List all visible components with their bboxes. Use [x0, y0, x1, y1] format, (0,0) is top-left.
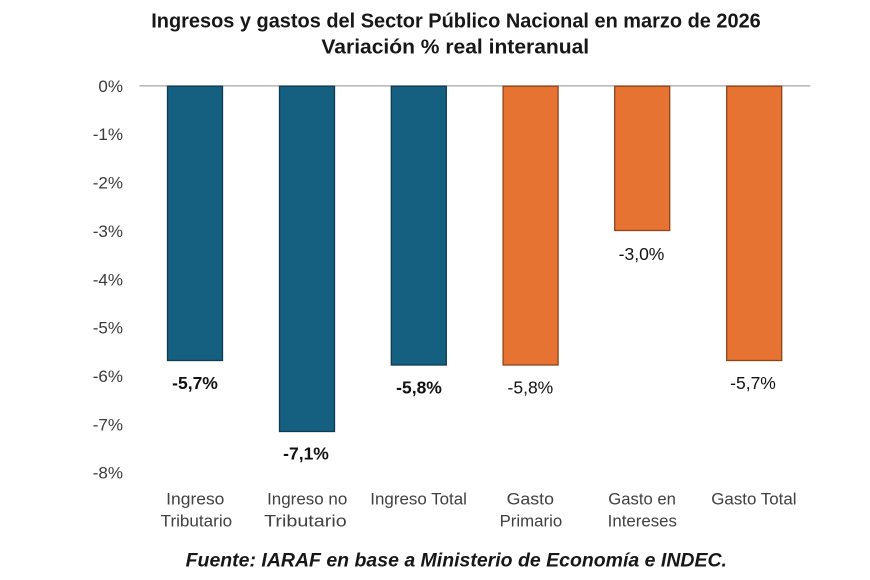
svg-text:-8%: -8% [93, 464, 123, 483]
svg-text:Ingreso no: Ingreso no [267, 489, 347, 508]
svg-text:Primario: Primario [500, 512, 563, 531]
svg-text:Gasto: Gasto [507, 489, 554, 508]
svg-text:Tributario: Tributario [264, 512, 347, 531]
svg-text:Ingresos y gastos del Sector P: Ingresos y gastos del Sector Público Nac… [151, 9, 761, 32]
svg-text:0%: 0% [98, 77, 123, 96]
svg-text:Variación % real interanual: Variación % real interanual [321, 35, 589, 58]
svg-text:-5,7%: -5,7% [730, 373, 776, 393]
svg-text:-3,0%: -3,0% [619, 244, 665, 264]
svg-text:-5%: -5% [93, 319, 123, 338]
svg-text:-5,8%: -5,8% [396, 378, 442, 398]
svg-text:Tributario: Tributario [161, 512, 233, 531]
svg-text:-4%: -4% [93, 270, 123, 289]
svg-text:Ingreso: Ingreso [166, 489, 224, 508]
svg-text:-2%: -2% [93, 174, 123, 193]
svg-text:Intereses: Intereses [608, 512, 677, 531]
svg-text:Ingreso Total: Ingreso Total [370, 489, 467, 508]
svg-text:-7,1%: -7,1% [283, 444, 329, 464]
svg-text:Gasto en: Gasto en [608, 489, 676, 508]
svg-text:-3%: -3% [93, 222, 123, 241]
svg-text:-5,8%: -5,8% [508, 377, 554, 397]
svg-text:Gasto Total: Gasto Total [711, 489, 796, 508]
svg-text:Fuente: IARAF en base a Minist: Fuente: IARAF en base a Ministerio de Ec… [186, 551, 727, 572]
svg-text:-6%: -6% [93, 367, 123, 386]
svg-text:-7%: -7% [93, 415, 123, 434]
svg-text:-5,7%: -5,7% [172, 373, 218, 393]
svg-text:-1%: -1% [93, 125, 123, 144]
